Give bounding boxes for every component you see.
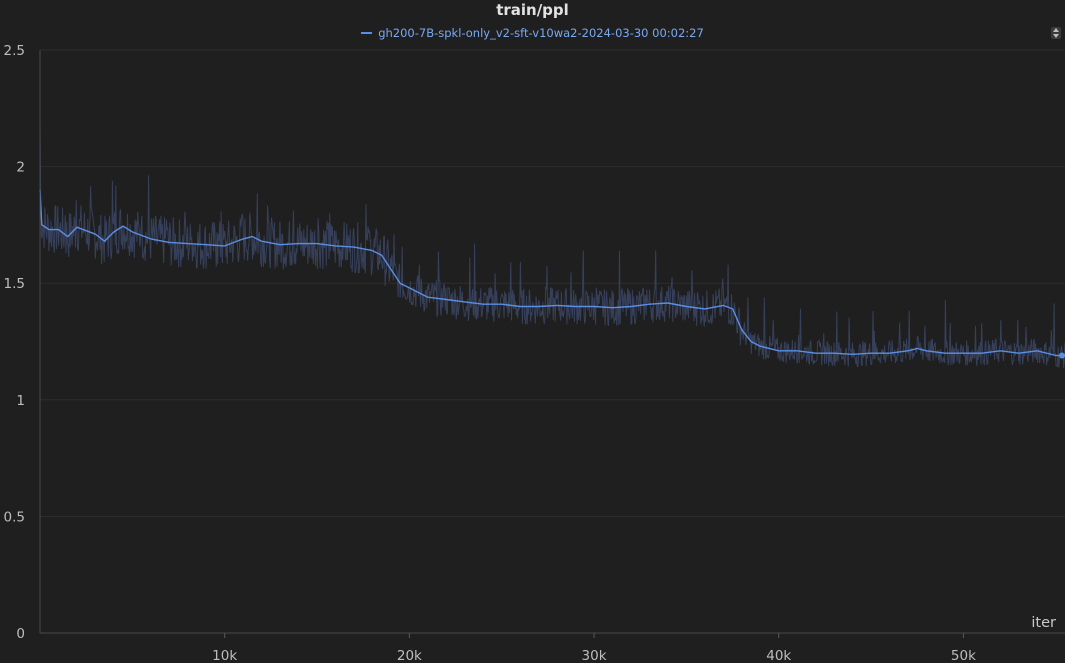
chart-title: train/ppl [496,1,569,19]
x-tick-label: 20k [397,648,422,663]
legend-series-name: gh200-7B-spkl-only_v2-sft-v10wa2-2024-03… [378,26,704,40]
y-tick-label: 1 [16,393,25,409]
series-end-point [1059,352,1065,359]
x-tick-label: 30k [582,648,607,663]
y-tick-label: 1.5 [4,276,25,292]
legend-expand-toggle-icon[interactable] [1051,27,1061,39]
x-axis-label: iter [1031,615,1056,631]
raw-series-line [39,120,1065,368]
y-tick-labels: 0 0.5 1 1.5 2 2.5 [4,43,25,642]
series-lines [39,189,1065,359]
y-tick-label: 0.5 [4,509,25,525]
legend[interactable]: gh200-7B-spkl-only_v2-sft-v10wa2-2024-03… [0,25,1065,41]
y-tick-label: 2 [16,160,25,176]
legend-swatch [361,32,373,34]
x-tick-label: 40k [766,648,791,663]
x-tick-labels: 10k 20k 30k 40k 50k [212,648,976,663]
axes [39,50,1065,638]
grid-lines [40,49,1065,517]
x-tick-label: 10k [212,648,237,663]
y-tick-label: 2.5 [4,43,25,59]
series-line [39,189,1065,357]
raw-series [39,120,1065,368]
x-tick-label: 50k [951,648,976,663]
y-tick-label: 0 [16,626,25,642]
